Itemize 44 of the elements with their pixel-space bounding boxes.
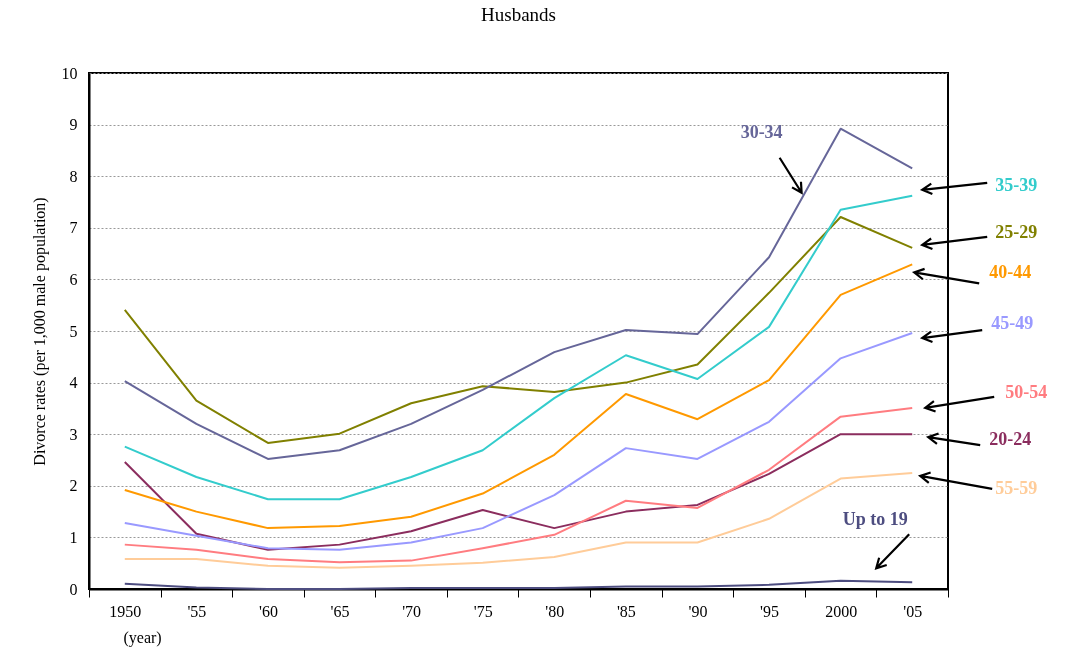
chart-title: Husbands [481, 4, 556, 25]
y-tick-label: 4 [69, 374, 78, 392]
y-tick-label: 3 [69, 425, 78, 443]
line-series [123, 215, 914, 444]
y-tick-label: 7 [69, 219, 78, 237]
line-series [123, 194, 914, 501]
x-tick-label: '75 [473, 602, 493, 620]
x-tick-label: 1950 [109, 602, 142, 620]
text: 45-49 [991, 313, 1034, 334]
y-tick-label: 6 [69, 270, 78, 288]
x-tick-label: '95 [760, 602, 779, 620]
line-series [123, 406, 914, 564]
y-tick-label: 9 [69, 116, 78, 134]
text: Up to 19 [842, 509, 908, 530]
y-tick-label: 1 [69, 528, 78, 546]
line-series [123, 127, 914, 460]
line-series [123, 263, 914, 530]
x-tick-label: '05 [903, 602, 923, 620]
line-series [123, 579, 914, 590]
text: 25-29 [995, 221, 1038, 242]
line-series [123, 433, 914, 551]
text: 50-54 [1005, 381, 1048, 402]
x-tick-label: '85 [616, 602, 636, 620]
text: 30-34 [740, 121, 783, 142]
x-tick-label: '65 [330, 602, 350, 620]
y-tick-label: 0 [69, 580, 78, 598]
line-series [123, 332, 914, 551]
text: 35-39 [995, 174, 1038, 195]
text: 20-24 [989, 429, 1032, 450]
text: 55-59 [995, 477, 1038, 498]
y-tick-label: 10 [61, 64, 78, 82]
y-tick-label: 2 [69, 477, 78, 495]
x-tick-label: '80 [545, 602, 565, 620]
x-tick-label: '55 [187, 602, 207, 620]
x-tick-label: '90 [688, 602, 708, 620]
y-axis-title: Divorce rates (per 1,000 male population) [30, 197, 49, 466]
line-series [123, 471, 914, 569]
text: 40-44 [989, 262, 1032, 283]
y-tick-label: 8 [69, 167, 78, 185]
x-tick-label: '70 [402, 602, 422, 620]
y-tick-label: 5 [69, 322, 78, 340]
x-axis-title: (year) [123, 628, 162, 647]
x-tick-label: '60 [259, 602, 278, 620]
x-tick-label: 2000 [825, 602, 858, 620]
